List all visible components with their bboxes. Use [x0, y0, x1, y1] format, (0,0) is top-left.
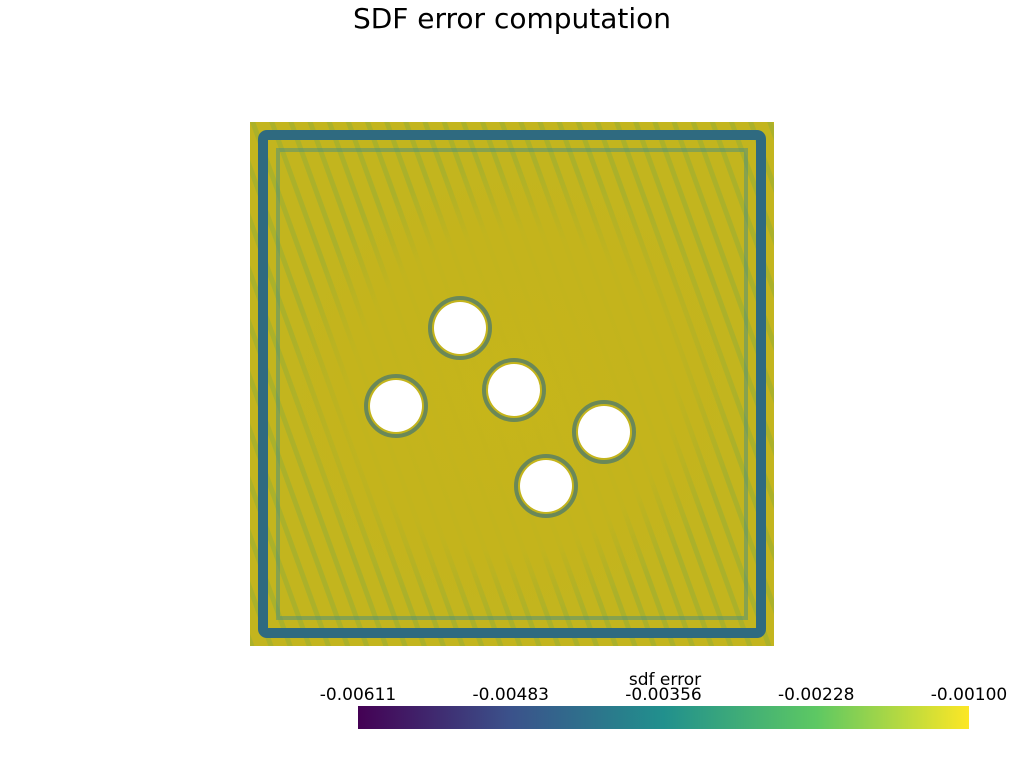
field-boundary-ring — [258, 130, 766, 638]
hole — [434, 302, 486, 354]
hole-ring — [514, 454, 578, 518]
colorbar-tick-label: -0.00100 — [930, 685, 1008, 705]
colorbar-tick-label: -0.00228 — [778, 685, 855, 705]
hole — [370, 380, 422, 432]
hole-ring — [572, 400, 636, 464]
hole — [578, 406, 630, 458]
colorbar-tick-label: -0.00611 — [319, 685, 397, 705]
colorbar-tick-label: -0.00483 — [472, 685, 549, 705]
sdf-error-field — [250, 122, 774, 646]
colorbar — [358, 706, 969, 729]
hole — [488, 364, 540, 416]
holes-group — [364, 296, 636, 518]
field-inner-ring — [276, 148, 748, 620]
hole-ring — [364, 374, 428, 438]
hole-ring — [428, 296, 492, 360]
hole — [520, 460, 572, 512]
colorbar-title: sdf error — [628, 670, 702, 690]
colorbar-tick-label: -0.00356 — [625, 685, 702, 705]
hole-ring — [482, 358, 546, 422]
plot-title: SDF error computation — [352, 2, 672, 35]
